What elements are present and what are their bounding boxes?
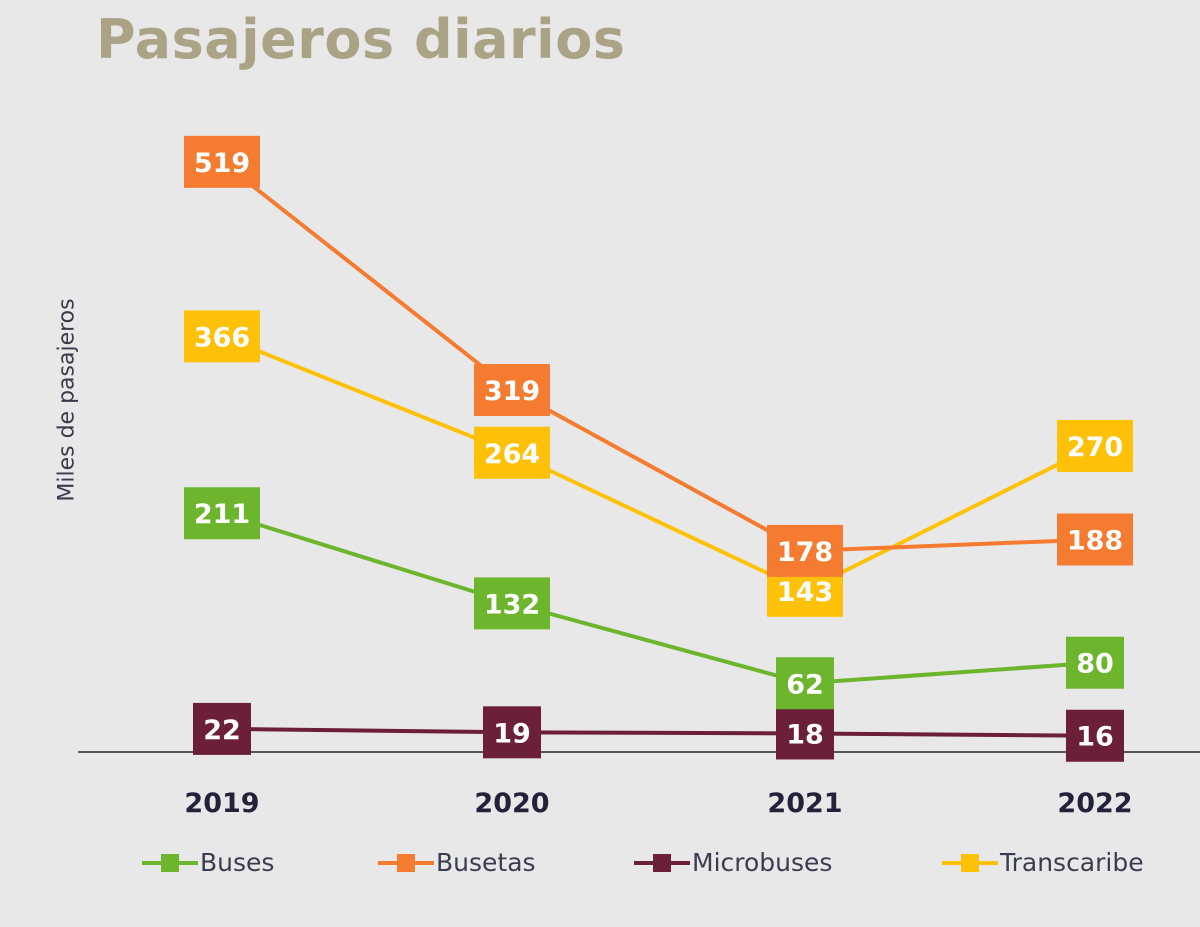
legend-item-transcaribe: Transcaribe	[942, 848, 1144, 877]
legend-label: Busetas	[436, 848, 536, 877]
series-line-transcaribe	[221, 334, 1096, 594]
data-point-busetas	[474, 364, 550, 417]
data-point-microbuses	[483, 706, 541, 759]
data-point-buses	[776, 657, 834, 710]
legend-marker-icon	[142, 851, 198, 875]
data-point-buses	[184, 487, 260, 540]
legend-item-buses: Buses	[142, 848, 274, 877]
data-label: 19	[493, 718, 531, 749]
data-point-transcaribe	[1057, 419, 1133, 472]
legend-label: Microbuses	[692, 848, 833, 877]
data-point-busetas	[184, 135, 260, 188]
data-label: 62	[786, 669, 824, 700]
data-label: 319	[484, 376, 540, 407]
data-label: 22	[203, 715, 241, 746]
data-label: 188	[1067, 525, 1123, 556]
legend-marker-icon	[378, 851, 434, 875]
data-label: 366	[194, 322, 250, 353]
series-line-buses	[221, 511, 1096, 686]
legend-marker-icon	[634, 851, 690, 875]
chart-title: Pasajeros diarios	[96, 8, 626, 71]
legend-item-microbuses: Microbuses	[634, 848, 832, 877]
data-label: 211	[194, 499, 250, 530]
data-point-transcaribe	[184, 310, 260, 363]
data-label: 178	[777, 537, 833, 568]
x-tick-label: 2019	[184, 788, 259, 819]
legend-label: Buses	[200, 848, 275, 877]
data-label: 143	[777, 577, 833, 608]
series-line-microbuses	[221, 726, 1096, 738]
data-point-microbuses	[193, 702, 251, 755]
data-point-busetas	[1057, 513, 1133, 566]
data-point-microbuses	[1066, 709, 1124, 762]
legend-item-busetas: Busetas	[378, 848, 536, 877]
series-line-busetas	[220, 160, 1096, 553]
data-label: 270	[1067, 432, 1123, 463]
data-label: 519	[194, 148, 250, 179]
legend-label: Transcaribe	[1000, 848, 1144, 877]
data-label: 132	[484, 589, 540, 620]
data-label: 264	[484, 439, 540, 470]
data-point-busetas	[767, 524, 843, 577]
data-label: 18	[786, 719, 824, 750]
x-tick-label: 2021	[767, 788, 842, 819]
legend: Buses Busetas Microbuses Transcaribe	[0, 848, 1200, 888]
data-label: 16	[1076, 722, 1114, 753]
data-point-buses	[1066, 636, 1124, 689]
x-tick-label: 2020	[474, 788, 549, 819]
legend-marker-icon	[942, 851, 998, 875]
data-point-microbuses	[776, 707, 834, 760]
data-point-buses	[474, 577, 550, 630]
data-point-transcaribe	[474, 426, 550, 479]
x-tick-label: 2022	[1057, 788, 1132, 819]
data-label: 80	[1076, 649, 1114, 680]
